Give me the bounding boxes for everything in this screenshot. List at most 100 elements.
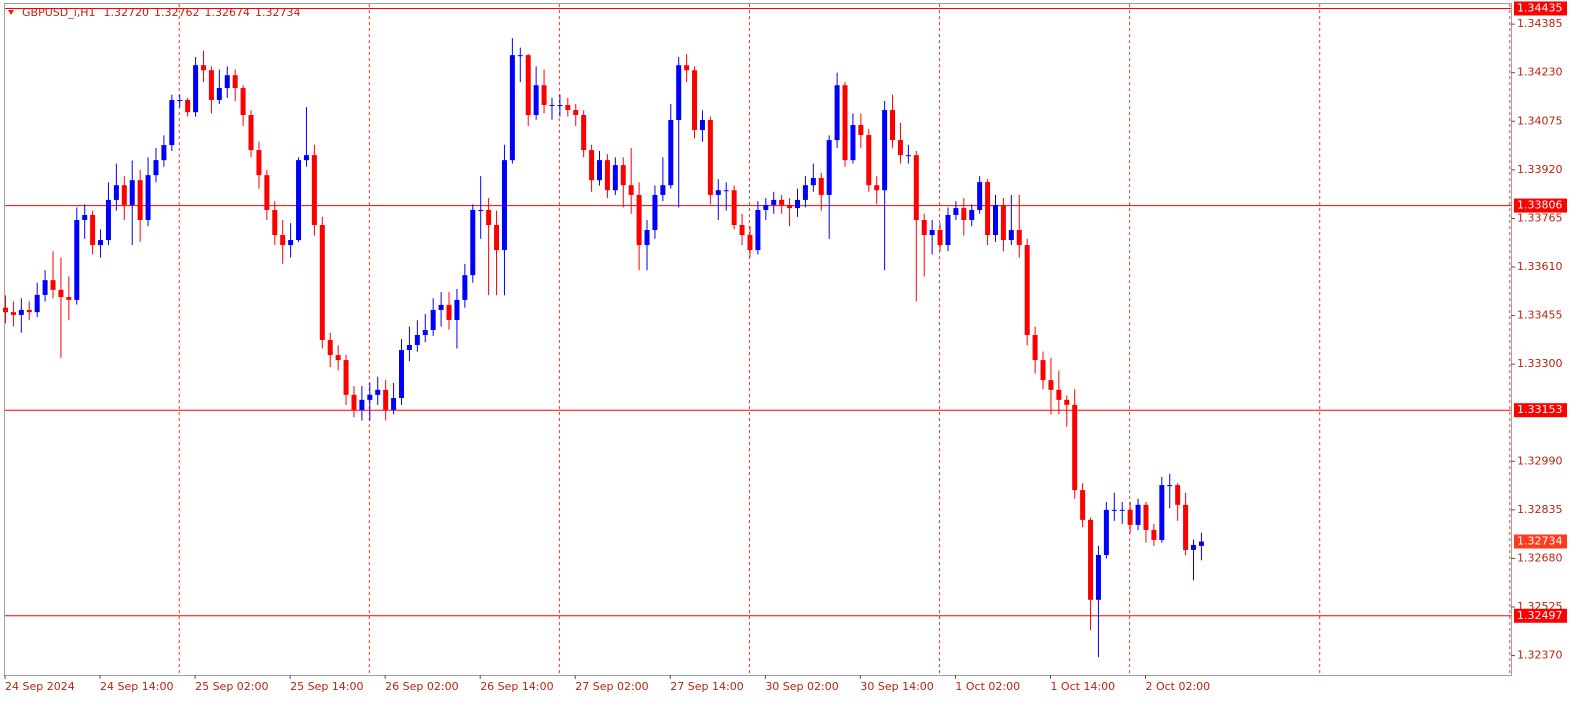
candle-body [129, 180, 135, 205]
x-tick-label: 25 Sep 02:00 [195, 680, 268, 693]
candle-body [1072, 404, 1078, 491]
candle-body [771, 199, 777, 205]
header-value: 1.32720 [104, 6, 150, 19]
y-tick-label: 1.32835 [1517, 503, 1563, 516]
candle-body [795, 199, 800, 209]
y-tick-label: 1.32990 [1517, 454, 1563, 467]
candle-body [66, 297, 72, 300]
x-tick-label: 1 Oct 02:00 [955, 680, 1020, 693]
candle-body [224, 75, 230, 89]
candle-body [3, 307, 8, 313]
candle-body [343, 360, 349, 395]
candle-body [193, 65, 199, 113]
candle-body [652, 194, 658, 231]
candle-body [414, 334, 420, 346]
candle-body [993, 204, 998, 236]
candle-body [890, 109, 896, 141]
candle-body [644, 230, 650, 246]
candle-body [557, 104, 563, 106]
candle-body [486, 209, 492, 225]
candle-body [549, 104, 555, 106]
candle-body [494, 225, 500, 251]
candle-body [232, 75, 238, 89]
candle-body [216, 88, 222, 100]
candle-body [850, 125, 856, 161]
candle-body [834, 85, 840, 141]
candle-body [113, 185, 119, 200]
candle-body [897, 140, 903, 156]
candle-body [921, 219, 927, 236]
candle-body [565, 104, 571, 110]
symbol-marker[interactable] [8, 10, 14, 15]
candle-body [98, 240, 104, 246]
candle-body [699, 120, 705, 131]
candle-body [1080, 490, 1086, 520]
candle-body [731, 190, 737, 225]
x-tick-label: 27 Sep 14:00 [670, 680, 743, 693]
candle-body [367, 394, 373, 400]
level-label: 1.32497 [1517, 609, 1563, 622]
candle-body [1119, 509, 1125, 511]
candle-body [882, 109, 888, 191]
candle-body [1103, 509, 1109, 555]
candle-body [1040, 360, 1046, 381]
header-value: 1.32762 [154, 6, 200, 19]
candle-body [1064, 399, 1070, 405]
candle-body [985, 182, 991, 236]
candle-body [462, 275, 468, 300]
candle-body [303, 155, 309, 161]
candle-body [399, 350, 404, 398]
candle-body [391, 397, 397, 410]
candle-body [747, 235, 753, 251]
candle-body [18, 309, 24, 315]
candle-body [818, 177, 824, 195]
candle-body [826, 140, 832, 195]
candle-body [517, 55, 523, 57]
candle-body [1088, 519, 1094, 600]
candle-body [589, 150, 595, 181]
candle-body [715, 190, 721, 195]
candle-body [842, 85, 848, 161]
level-label: 1.33153 [1517, 403, 1563, 416]
candle-body [82, 214, 88, 220]
y-tick-label: 1.34230 [1517, 66, 1563, 79]
header-value: 1.32674 [205, 6, 251, 19]
candle-body [668, 120, 674, 186]
candle-body [977, 182, 983, 210]
candle-body [541, 85, 547, 105]
candle-body [755, 209, 761, 251]
chart-title: GBPUSD_i,H1 [22, 6, 96, 19]
candle-body [375, 389, 381, 395]
candle-body [422, 329, 428, 335]
candle-body [1198, 541, 1204, 546]
y-tick-label: 1.33300 [1517, 357, 1563, 370]
y-tick-label: 1.33455 [1517, 309, 1563, 322]
candle-body [636, 194, 642, 246]
x-tick-label: 2 Oct 02:00 [1145, 680, 1210, 693]
candle-body [866, 135, 872, 186]
x-tick-label: 30 Sep 14:00 [860, 680, 933, 693]
x-tick-label: 24 Sep 14:00 [100, 680, 173, 693]
candle-body [121, 185, 127, 205]
candle-body [692, 70, 698, 131]
y-tick-label: 1.34075 [1517, 114, 1563, 127]
last-price-tag [1514, 534, 1567, 549]
y-tick-label: 1.34385 [1517, 17, 1563, 30]
candle-body [1008, 230, 1014, 241]
candle-body [620, 165, 626, 186]
candle-body [169, 99, 175, 146]
candle-body [296, 160, 302, 241]
candle-body [612, 165, 618, 191]
candle-body [42, 280, 48, 295]
candle-body [137, 180, 143, 220]
candle-body [913, 155, 919, 220]
candle-body [581, 115, 587, 151]
y-tick-label: 1.33765 [1517, 211, 1563, 224]
candle-body [153, 160, 159, 176]
x-tick-label: 1 Oct 14:00 [1050, 680, 1115, 693]
header-value: 1.32734 [255, 6, 301, 19]
candle-body [351, 394, 357, 410]
candle-body [858, 125, 864, 136]
candle-body [501, 160, 507, 251]
